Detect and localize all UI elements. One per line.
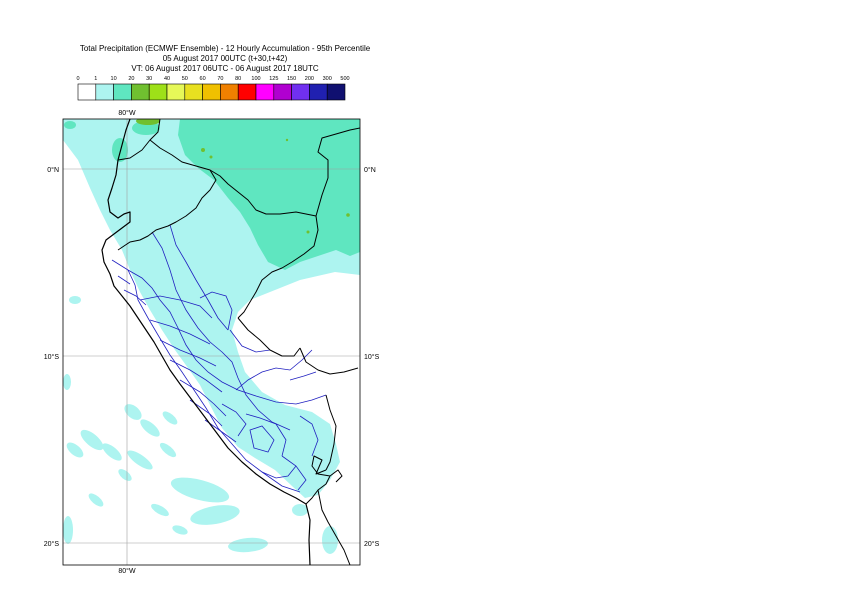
lat-label-right-10s: 10°S — [364, 353, 380, 361]
precipitation-legend: 0 1 10 20 30 40 50 60 70 80 100 125 150 200 300 500 — [76, 76, 350, 101]
lon-label-bottom: 80°W — [118, 567, 136, 575]
lat-label-left-20s: 20°S — [44, 540, 60, 548]
legend-label: 500 — [340, 76, 349, 82]
legend-label: 30 — [146, 76, 152, 82]
map-title-line-2: 05 August 2017 00UTC (t+30,t+42) — [162, 54, 288, 63]
legend-label: 60 — [200, 76, 206, 82]
legend-label: 0 — [76, 76, 79, 82]
legend-label: 70 — [217, 76, 223, 82]
legend-label: 100 — [251, 76, 260, 82]
map-title-line-1: Total Precipitation (ECMWF Ensemble) - 1… — [79, 44, 371, 53]
legend-label: 10 — [111, 76, 117, 82]
legend-label: 125 — [269, 76, 278, 82]
legend-label: 40 — [164, 76, 170, 82]
legend-label: 150 — [287, 76, 296, 82]
lat-label-right-20s: 20°S — [364, 540, 380, 548]
national-borders — [117, 119, 360, 565]
lon-label-top: 80°W — [118, 109, 136, 117]
legend-swatch — [326, 83, 346, 101]
graticule — [63, 119, 360, 565]
lat-label-left-10s: 10°S — [44, 353, 60, 361]
legend-label: 50 — [182, 76, 188, 82]
legend-label: 200 — [305, 76, 314, 82]
map-frame — [62, 118, 361, 566]
admin-borders — [111, 224, 327, 493]
lat-label-left-0: 0°N — [47, 166, 59, 174]
coastline — [101, 119, 311, 565]
legend-label: 300 — [323, 76, 332, 82]
legend-label: 80 — [235, 76, 241, 82]
legend-label: 20 — [128, 76, 134, 82]
map-title-line-3: VT: 06 August 2017 06UTC - 06 August 201… — [131, 64, 319, 73]
legend-label: 1 — [94, 76, 97, 82]
lat-label-right-0: 0°N — [364, 166, 376, 174]
heavy-precip-specks — [136, 119, 350, 234]
